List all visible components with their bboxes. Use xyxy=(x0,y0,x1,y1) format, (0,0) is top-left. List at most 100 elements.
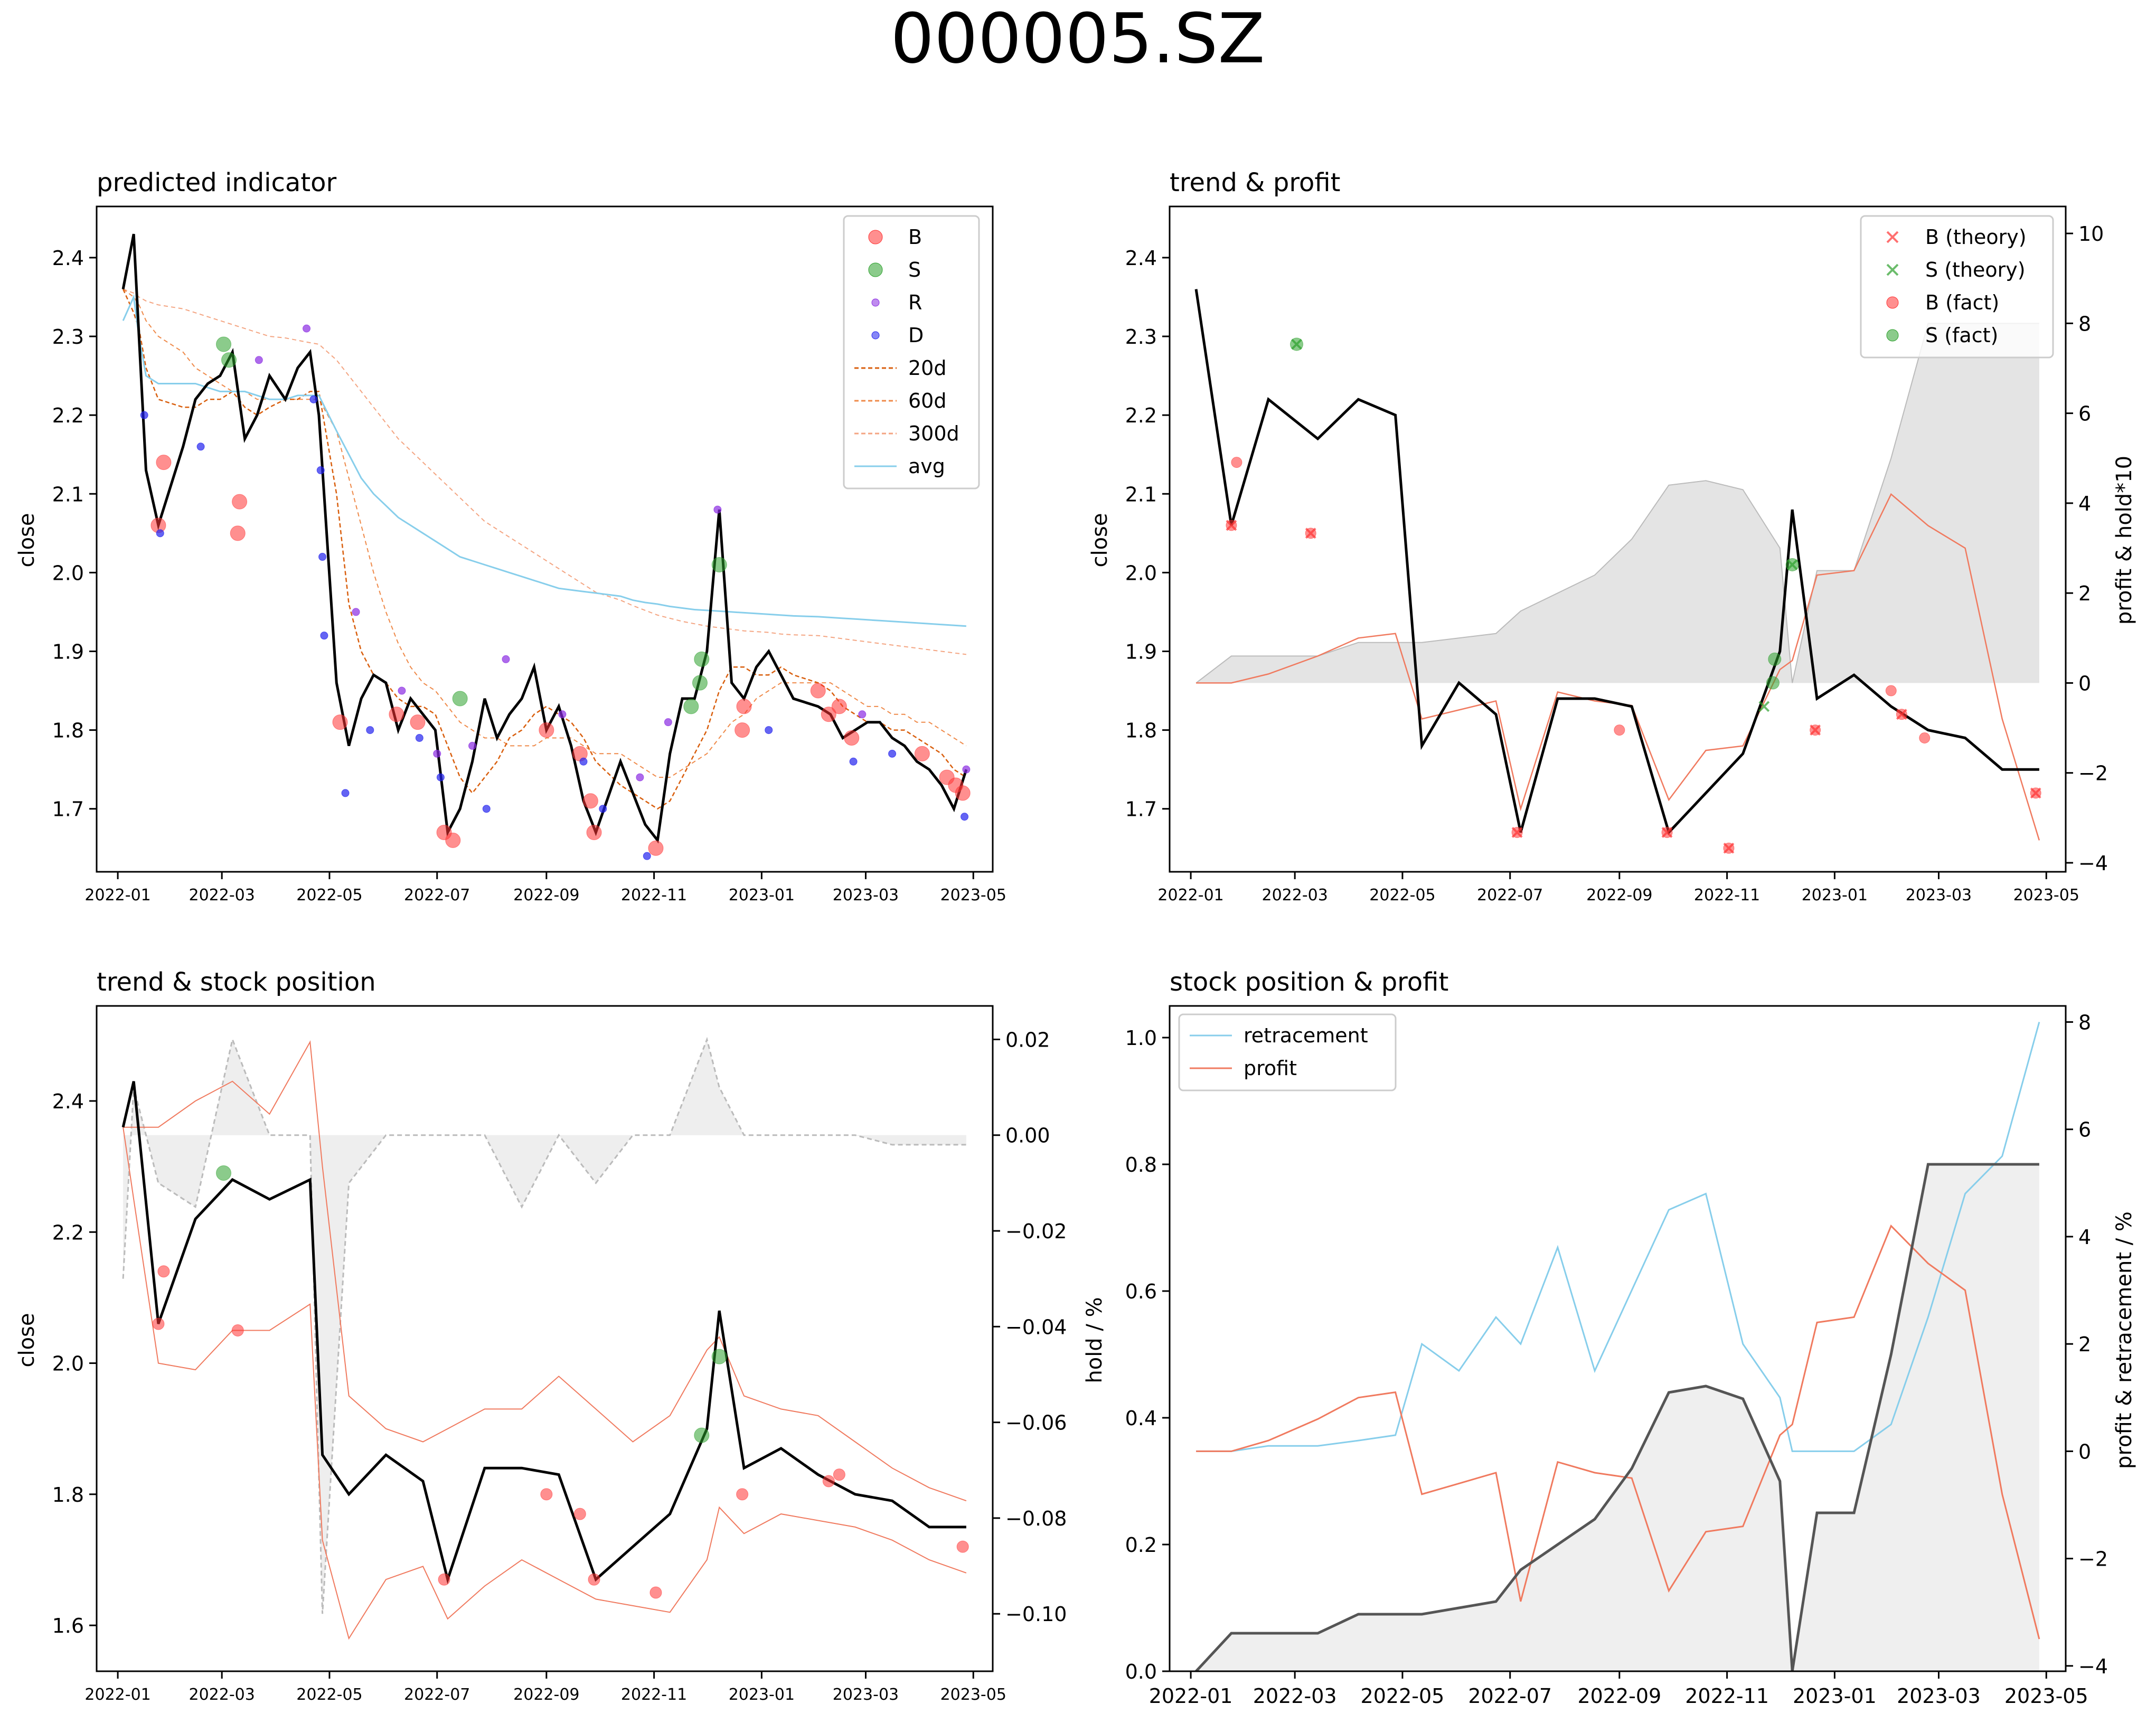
predicted-indicator-panel: predicted indicator close 1.7 1.8 1.9 2.0 2.… xyxy=(15,168,1006,905)
y-tick-label: 2.4 xyxy=(52,1090,84,1113)
marker-s-fact xyxy=(1766,676,1780,690)
y2-tick-label: −0.10 xyxy=(1005,1603,1067,1626)
legend-label: avg xyxy=(908,455,945,478)
legend-swatch xyxy=(1886,296,1899,309)
marker-d xyxy=(482,805,491,813)
legend-label: profit xyxy=(1244,1057,1297,1080)
x-tick-label: 2022-07 xyxy=(404,1686,470,1704)
y2-tick-label: 2 xyxy=(2078,582,2091,605)
series-close-line xyxy=(121,1081,966,1585)
plot-frame xyxy=(1169,205,2067,873)
marker-d xyxy=(849,757,858,766)
marker-b xyxy=(410,714,426,730)
series-position-line xyxy=(122,1037,966,1614)
marker-b xyxy=(955,785,971,801)
y-tick-label: 2.1 xyxy=(1125,483,1157,506)
y-tick-label: 0.2 xyxy=(1125,1533,1157,1557)
x-tick-label: 2022-03 xyxy=(1261,886,1328,905)
y-tick-label: 2.4 xyxy=(1125,247,1157,270)
marker-b-fact xyxy=(1511,826,1523,838)
series-hold-line xyxy=(1195,1163,2039,1672)
y2-tick-label: −0.06 xyxy=(1005,1411,1067,1435)
marker-r xyxy=(433,749,441,758)
legend-label: retracement xyxy=(1244,1024,1368,1047)
y-tick-label: 1.7 xyxy=(1125,798,1157,821)
legend-label: S (theory) xyxy=(1925,258,2026,281)
position-area xyxy=(123,1039,966,1614)
marker-b xyxy=(230,525,246,541)
x-tick-label: 2023-03 xyxy=(1897,1684,1981,1708)
y-tick-label: 2.3 xyxy=(52,325,84,349)
marker-b-fact xyxy=(1723,842,1735,854)
legend-frame xyxy=(1178,1013,1397,1091)
series-lower-band-line xyxy=(123,1127,967,1640)
y-tick-label: 1.0 xyxy=(1125,1027,1157,1050)
x-tick-label: 2022-03 xyxy=(189,886,255,905)
marker-d xyxy=(366,726,374,735)
marker-s xyxy=(694,651,710,667)
x-tick-label: 2023-03 xyxy=(833,1686,899,1704)
legend-label: R xyxy=(908,291,922,314)
x-tick-label: 2022-09 xyxy=(513,886,579,905)
marker-s xyxy=(221,352,237,368)
marker-s xyxy=(452,691,468,707)
marker-b-fact xyxy=(1885,685,1897,696)
series-close-line xyxy=(1194,289,2039,835)
marker-r xyxy=(558,710,567,719)
legend-label: 300d xyxy=(908,422,959,445)
x-tick-label: 2022-03 xyxy=(189,1686,255,1704)
panel-title: predicted indicator xyxy=(97,168,337,197)
y2-tick-label: 6 xyxy=(2078,1118,2091,1142)
marker-d xyxy=(765,726,773,735)
legend-swatch xyxy=(868,262,883,277)
x-tick-label: 2023-05 xyxy=(2013,886,2079,905)
legend-swatch xyxy=(1886,329,1899,342)
marker-b-fact xyxy=(1810,724,1821,736)
series-upper-band-line xyxy=(123,1040,967,1502)
panel-title: trend & stock position xyxy=(97,967,376,997)
plot-frame xyxy=(1169,1005,2067,1672)
marker-r xyxy=(468,741,477,750)
figure-title: 000005.SZ xyxy=(890,0,1265,79)
x-tick-label: 2023-05 xyxy=(2004,1684,2088,1708)
y2-tick-label: 0.02 xyxy=(1005,1028,1050,1051)
marker-b xyxy=(736,699,752,714)
marker-s xyxy=(216,1165,232,1181)
marker-r xyxy=(398,686,406,695)
series-60d-line xyxy=(123,288,967,778)
marker-b xyxy=(539,722,554,738)
series-hold-line xyxy=(1195,323,2039,684)
y2-tick-label: −4 xyxy=(2078,1655,2108,1678)
x-tick-label: 2022-07 xyxy=(404,886,470,905)
marker-d xyxy=(320,632,328,640)
marker-b xyxy=(914,746,930,761)
marker-r xyxy=(636,773,644,782)
marker-d xyxy=(888,749,897,758)
y-tick-label: 2.2 xyxy=(52,1221,84,1244)
marker-s xyxy=(694,1427,710,1443)
y2-tick-label: −4 xyxy=(2078,852,2108,875)
y-tick-label: 1.8 xyxy=(1125,719,1157,742)
marker-b xyxy=(586,824,602,840)
x-tick-label: 2023-03 xyxy=(833,886,899,905)
y-tick-label: 0.6 xyxy=(1125,1280,1157,1303)
legend-swatch xyxy=(1886,263,1899,276)
marker-b xyxy=(232,494,248,510)
marker-b xyxy=(582,793,598,809)
y-tick-label: 1.8 xyxy=(52,1483,84,1507)
y-tick-label: 1.9 xyxy=(1125,640,1157,663)
y2-tick-label: 0 xyxy=(2078,672,2091,695)
marker-b-fact xyxy=(2030,787,2041,799)
y-axis-label: close xyxy=(15,1313,39,1367)
hold-area xyxy=(1196,323,2039,683)
legend-frame xyxy=(843,215,980,489)
x-tick-label: 2022-11 xyxy=(1685,1684,1769,1708)
marker-b xyxy=(573,1508,586,1520)
marker-b xyxy=(156,455,172,470)
y-tick-label: 1.9 xyxy=(52,640,84,663)
x-tick-label: 2022-09 xyxy=(1586,886,1652,905)
marker-d xyxy=(140,411,148,419)
x-tick-label: 2023-05 xyxy=(940,886,1006,905)
x-tick-label: 2023-01 xyxy=(729,886,795,905)
